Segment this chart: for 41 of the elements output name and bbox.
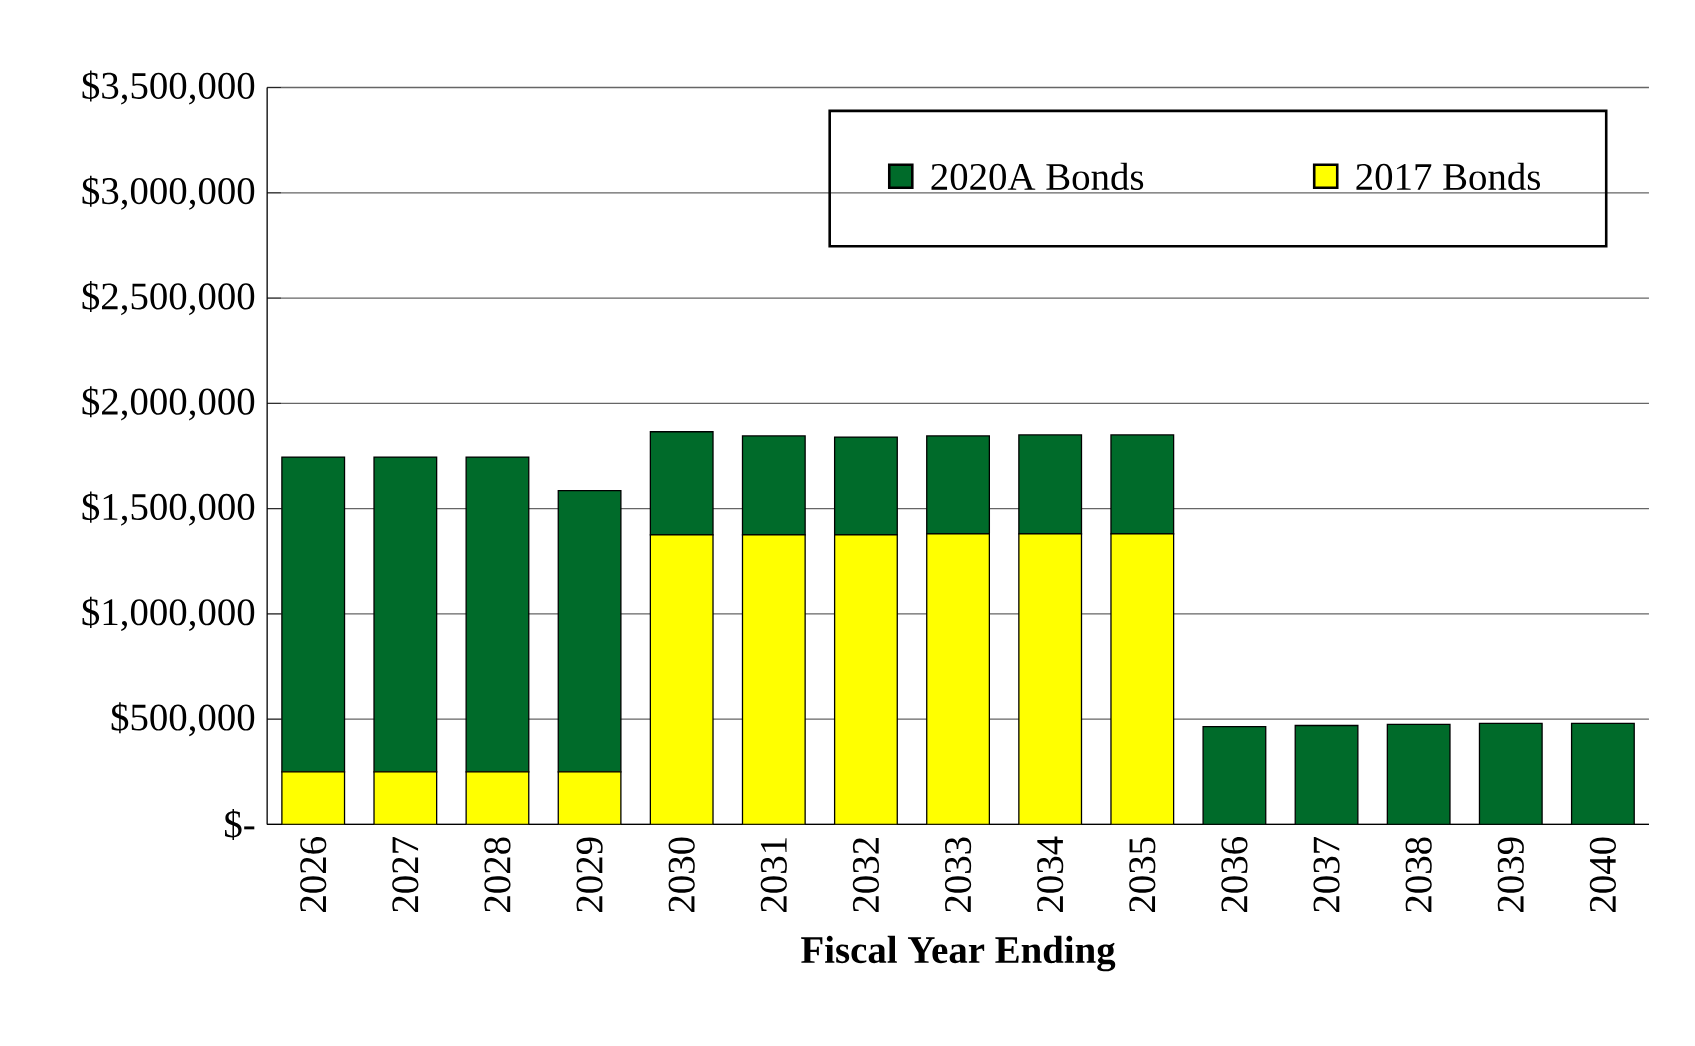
x-tick-label: 2037	[1313, 837, 1340, 913]
bar	[1018, 434, 1083, 535]
bar	[1387, 724, 1450, 825]
y-tick-label: $3,000,000	[82, 175, 255, 211]
bar	[926, 435, 991, 535]
bar	[1295, 725, 1358, 825]
y-tick-label: $2,500,000	[82, 281, 255, 316]
bar	[281, 456, 346, 773]
y-tick-label: $1,000,000	[82, 597, 255, 632]
y-tick-label: $1,500,000	[82, 491, 255, 526]
bar	[557, 490, 622, 773]
x-tick-label: 2027	[392, 837, 419, 913]
x-tick-label: 2028	[484, 837, 511, 913]
y-tick-label: $-	[225, 809, 255, 841]
x-tick-label: 2026	[300, 837, 327, 913]
bar	[741, 435, 806, 536]
x-tick-label: 2039	[1497, 837, 1524, 913]
x-tick-label: 2033	[944, 837, 972, 913]
x-tick-label: 2040	[1589, 837, 1616, 913]
y-tick-label: $500,000	[111, 702, 255, 737]
x-tick-label: 2029	[576, 837, 603, 913]
x-tick-label: 2030	[668, 837, 695, 913]
bar	[833, 436, 898, 536]
bar	[649, 431, 714, 536]
x-tick-label: 2036	[1221, 837, 1248, 913]
bar	[373, 456, 438, 773]
bar	[1110, 434, 1175, 535]
legend-label: 2020A Bonds	[931, 162, 1144, 191]
x-tick-label: 2035	[1129, 837, 1156, 913]
y-tick-label: $3,500,000	[82, 70, 255, 105]
bar	[1479, 723, 1543, 825]
bar	[1570, 722, 1635, 825]
x-axis-title: Fiscal Year Ending	[801, 936, 1116, 972]
bar	[465, 456, 530, 773]
y-tick-label: $2,000,000	[82, 386, 255, 421]
legend-label: 2017 Bonds	[1356, 162, 1540, 191]
x-tick-label: 2038	[1405, 837, 1432, 913]
x-tick-label: 2032	[852, 838, 880, 913]
x-tick-label: 2034	[1037, 836, 1064, 913]
x-tick-label: 2031	[760, 838, 787, 913]
bar	[1203, 726, 1266, 825]
